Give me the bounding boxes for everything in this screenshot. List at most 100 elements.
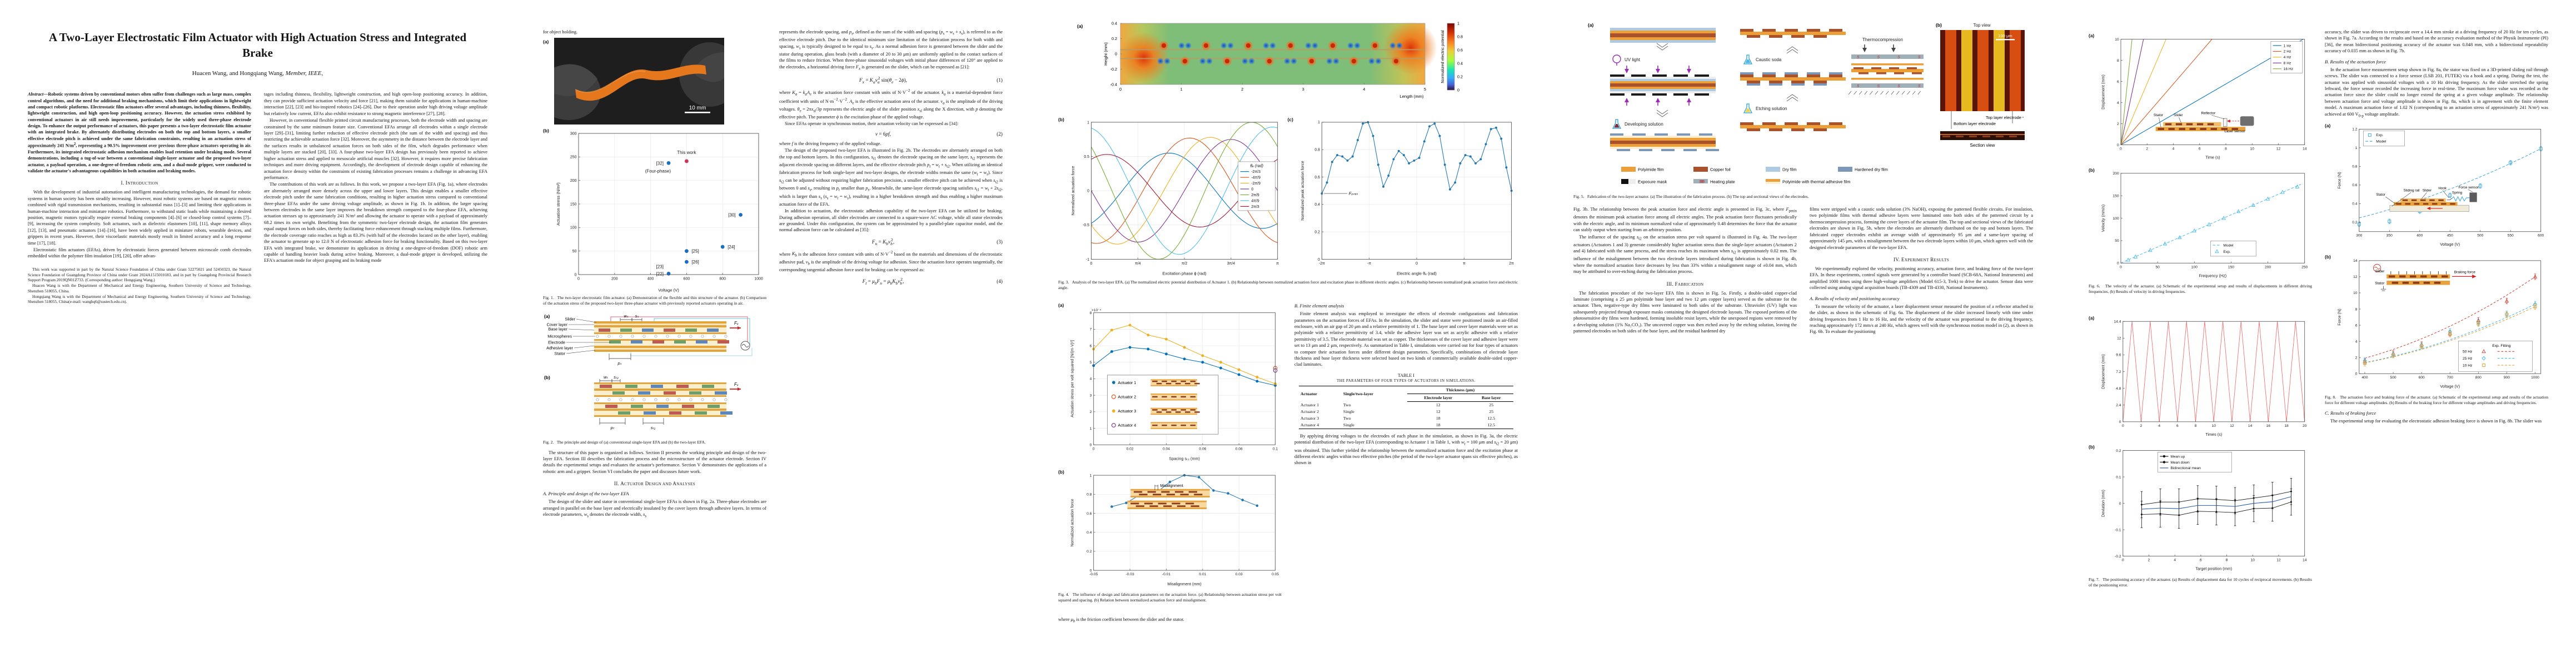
text: Slider bbox=[2174, 113, 2183, 117]
text: 4 bbox=[2174, 559, 2176, 563]
rect bbox=[1610, 74, 1625, 77]
i: s bbox=[871, 154, 873, 160]
p: Huacen Wang is with the Department of Me… bbox=[28, 283, 251, 293]
rect bbox=[2441, 203, 2447, 205]
circle bbox=[1375, 58, 1382, 64]
paragraph: The influence of the spacing st2 on the … bbox=[1573, 234, 1797, 275]
text: [24] bbox=[728, 245, 735, 250]
rect bbox=[1180, 409, 1187, 411]
text: Top view bbox=[1973, 23, 1990, 28]
panlab: (b) bbox=[1058, 117, 1064, 122]
i: va bbox=[940, 98, 945, 106]
rect bbox=[605, 404, 617, 408]
cols: (a) 0 2 4 6 8 10 12 14 0 2 4 6 8 10 Time (s) Displacemen… bbox=[2061, 29, 2576, 593]
circle bbox=[666, 334, 669, 338]
circle bbox=[1423, 140, 1426, 143]
sub: s bbox=[961, 31, 963, 36]
cols: Abstract—Robotic systems driven by conve… bbox=[0, 91, 515, 305]
sub: x bbox=[862, 79, 865, 84]
rect bbox=[1982, 136, 1990, 137]
rect bbox=[1610, 87, 1716, 89]
text: Adhesive layer bbox=[546, 345, 573, 350]
rect bbox=[1994, 30, 2005, 111]
text: 2 bbox=[1241, 87, 1243, 92]
text: 0.6 bbox=[2352, 183, 2358, 187]
rect bbox=[1762, 74, 1776, 77]
polygon bbox=[2221, 216, 2226, 220]
circle bbox=[1147, 347, 1150, 351]
sub: t2 bbox=[781, 180, 784, 185]
text: -0.2 bbox=[2115, 555, 2121, 559]
circle bbox=[1164, 58, 1170, 64]
circle bbox=[1284, 58, 1291, 64]
rect bbox=[1175, 382, 1181, 385]
rect bbox=[1807, 74, 1820, 77]
text: -0.03 bbox=[1126, 573, 1134, 576]
rect bbox=[594, 395, 726, 397]
panlab: (b) bbox=[2089, 444, 2095, 450]
column-right: accuracy, the slider was driven to recip… bbox=[2325, 29, 2548, 593]
text: 12 bbox=[2276, 147, 2281, 151]
text: 300 bbox=[2356, 234, 2362, 238]
sub: s bbox=[826, 196, 829, 201]
section-heading: II. ACTUATOR DESIGN AND ANALYSES bbox=[614, 481, 695, 487]
svg: 0 2 4 6 8 10 12 14 0 2 4 6 8 10 Time (s) Displacement (… bbox=[2101, 38, 2307, 160]
text: 5 bbox=[1090, 361, 1092, 365]
circle bbox=[1237, 368, 1240, 371]
text: 800 bbox=[719, 277, 726, 281]
line bbox=[1864, 91, 1868, 95]
text: 0.8 bbox=[1457, 34, 1463, 39]
text: 0 bbox=[2122, 559, 2124, 563]
circle bbox=[1198, 476, 1200, 479]
i: s bbox=[996, 186, 999, 191]
rect bbox=[1940, 134, 2025, 135]
path bbox=[2120, 184, 2301, 263]
text: Etching solution bbox=[1756, 106, 1787, 111]
text: Mean down bbox=[2170, 461, 2190, 465]
rect bbox=[1829, 122, 1842, 125]
rect bbox=[2420, 275, 2427, 278]
rect bbox=[1188, 491, 1197, 493]
circle bbox=[1326, 181, 1328, 184]
rect bbox=[1912, 72, 1922, 74]
text: 2 bbox=[2355, 356, 2358, 360]
section-heading: I. INTRODUCTION bbox=[121, 180, 158, 186]
text: Fₓ bbox=[734, 321, 739, 326]
text: [25] bbox=[691, 249, 699, 254]
equation: Fx = Kava2 sin(θe − 2ϕ), (1) bbox=[779, 76, 1003, 84]
text: θₑ (rad) bbox=[1250, 164, 1263, 168]
text: 50 bbox=[2155, 265, 2160, 269]
line bbox=[2179, 117, 2181, 123]
circle bbox=[1237, 373, 1240, 376]
text: 1 bbox=[1457, 21, 1459, 26]
line bbox=[1912, 91, 1916, 95]
rect bbox=[1766, 179, 1780, 182]
path bbox=[575, 64, 706, 101]
rect bbox=[1177, 505, 1186, 507]
rect bbox=[2396, 203, 2401, 205]
rect bbox=[1158, 502, 1167, 505]
rect bbox=[2448, 193, 2452, 197]
rect bbox=[594, 382, 726, 384]
text: 0.8 bbox=[2352, 165, 2358, 169]
text: 0 bbox=[1457, 88, 1459, 93]
i: wt bbox=[834, 193, 839, 201]
text: 200 bbox=[570, 179, 577, 183]
text: 0.5 bbox=[1084, 155, 1089, 159]
rect bbox=[1171, 425, 1177, 426]
th: Base layer bbox=[1469, 394, 1513, 402]
rect bbox=[1853, 67, 1864, 69]
figure-fig7: (a) 0 2 4 6 8 10 12 14 16 18 20 0 2.4 4.8 7.2 9.6 12 14.4 T… bbox=[2089, 314, 2312, 575]
text: S bbox=[1857, 84, 1860, 88]
text: Misalignment bbox=[1160, 484, 1183, 488]
text: 50 bbox=[572, 250, 577, 253]
text: 10 bbox=[2250, 147, 2255, 151]
path bbox=[1091, 127, 1278, 255]
rect bbox=[1120, 49, 1425, 51]
paragraph: The structure of this paper is organized… bbox=[543, 450, 766, 474]
circle bbox=[1331, 43, 1335, 48]
rect bbox=[594, 325, 726, 327]
rect bbox=[2175, 123, 2183, 126]
polygon bbox=[1656, 69, 1660, 73]
